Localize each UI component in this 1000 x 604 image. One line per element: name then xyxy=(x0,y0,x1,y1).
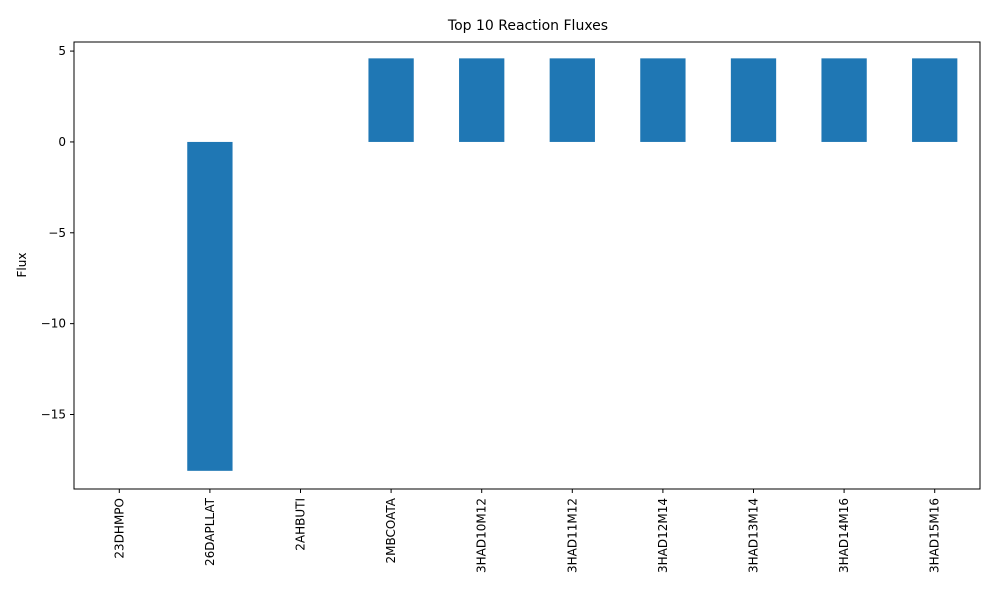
bar-3had11m12 xyxy=(549,58,595,142)
bar-3had12m14 xyxy=(640,58,686,142)
x-tick-label: 3HAD11M12 xyxy=(565,498,579,573)
bar-26dapllat xyxy=(187,141,233,471)
bar-3had13m14 xyxy=(730,58,777,142)
bars-layer xyxy=(187,58,958,471)
x-tick-label: 23DHMPO xyxy=(112,498,126,559)
y-tick-label: −5 xyxy=(48,226,66,240)
y-tick-label: −15 xyxy=(41,408,66,422)
bar-2mbcoata xyxy=(368,58,414,142)
chart-title: Top 10 Reaction Fluxes xyxy=(447,18,608,34)
y-tick-label: −10 xyxy=(41,317,66,331)
x-tick-label: 3HAD15M16 xyxy=(928,498,942,573)
y-tick-label: 0 xyxy=(58,135,66,149)
x-tick-label: 3HAD10M12 xyxy=(475,498,489,573)
bar-3had15m16 xyxy=(912,58,958,142)
y-tick-label: 5 xyxy=(58,44,66,58)
x-tick-label: 3HAD14M16 xyxy=(837,498,851,573)
x-tick-label: 3HAD12M14 xyxy=(656,498,670,573)
x-axis-ticks: 23DHMPO 26DAPLLAT 2AHBUTI 2MBCOATA 3HAD10M12… xyxy=(112,489,942,573)
bar-3had10m12 xyxy=(459,58,505,142)
y-axis-title: Flux xyxy=(15,253,29,278)
x-tick-label: 26DAPLLAT xyxy=(203,497,217,566)
plot-area-frame xyxy=(73,41,981,490)
y-axis-ticks: 5 0 −5 −10 −15 xyxy=(41,44,74,422)
bar-3had14m16 xyxy=(821,58,867,142)
x-tick-label: 3HAD13M14 xyxy=(747,498,761,573)
x-tick-label: 2MBCOATA xyxy=(384,497,398,563)
x-tick-label: 2AHBUTI xyxy=(294,498,308,551)
